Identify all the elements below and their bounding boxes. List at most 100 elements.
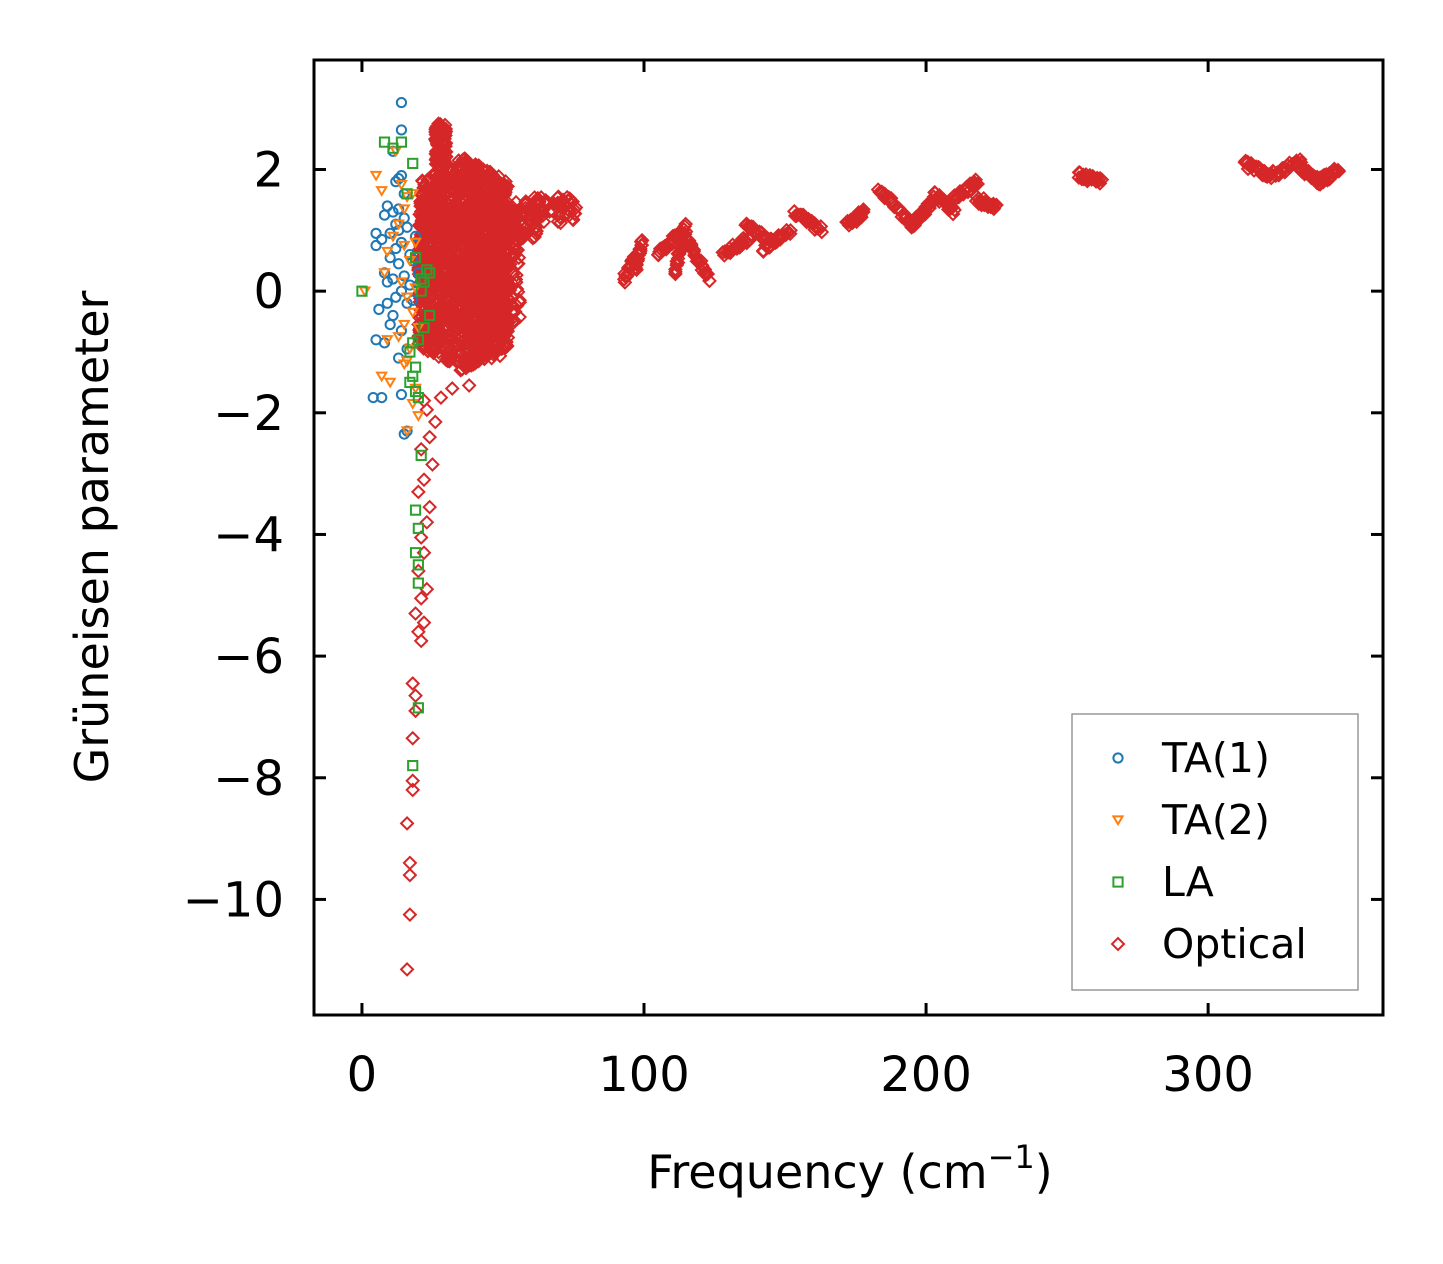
data-point [415, 449, 427, 461]
data-point [464, 160, 480, 176]
data-point [634, 232, 650, 248]
legend-box [1071, 713, 1359, 991]
data-point [433, 122, 449, 138]
data-point [397, 359, 411, 371]
data-point [560, 193, 576, 209]
data-point [782, 226, 798, 242]
data-point [513, 213, 529, 229]
data-point [468, 321, 484, 337]
data-point [780, 225, 795, 241]
data-point [409, 237, 422, 249]
data-point [697, 262, 713, 277]
data-point [419, 514, 435, 530]
data-point [383, 377, 397, 389]
data-point [402, 855, 418, 871]
data-point [512, 292, 528, 308]
data-point [466, 198, 481, 214]
data-point [491, 197, 507, 212]
data-point [568, 200, 584, 215]
data-point [370, 239, 382, 252]
data-point [400, 192, 414, 203]
data-point [408, 703, 423, 719]
data-point [700, 266, 716, 282]
data-point [405, 773, 421, 789]
data-point [369, 170, 383, 182]
data-point [381, 297, 393, 309]
data-point [424, 309, 436, 322]
data-point [460, 207, 476, 223]
data-point [448, 300, 463, 315]
data-point [634, 237, 650, 253]
data-point [416, 393, 432, 409]
data-point [380, 335, 394, 346]
data-point [469, 335, 485, 351]
legend-marker-3 [1112, 876, 1124, 888]
data-point [435, 332, 451, 347]
data-point [418, 322, 430, 334]
data-point [481, 323, 497, 339]
data-point [409, 547, 422, 559]
data-point [400, 292, 414, 304]
plot-frame [312, 58, 1385, 1017]
data-point [452, 314, 468, 330]
data-point [441, 348, 457, 364]
data-point [412, 577, 424, 589]
data-point [384, 319, 396, 331]
data-point [407, 157, 419, 170]
data-point [447, 175, 462, 191]
data-point [422, 429, 438, 445]
data-point [441, 339, 457, 355]
data-point [386, 231, 400, 243]
data-point [783, 223, 798, 238]
data-point [399, 815, 415, 831]
data-point [450, 335, 466, 351]
data-point [450, 208, 466, 223]
legend-label: TA(1) [1161, 734, 1270, 782]
data-point [393, 258, 405, 270]
x-tick-label: 200 [880, 1047, 972, 1103]
data-point [492, 348, 508, 364]
y-tick-label: −10 [183, 872, 284, 928]
data-point [409, 283, 422, 295]
data-point [432, 119, 447, 135]
data-point [451, 248, 466, 263]
x-tick-label: 100 [598, 1047, 690, 1103]
data-point [409, 504, 422, 516]
data-point [489, 295, 505, 311]
data-point [463, 293, 479, 309]
series-la [356, 136, 436, 772]
data-point [395, 136, 408, 148]
data-point [464, 355, 480, 371]
data-point [370, 227, 382, 239]
data-point [473, 228, 489, 244]
data-point [545, 204, 561, 219]
data-point [392, 219, 405, 231]
data-point [449, 162, 465, 178]
data-point [464, 275, 479, 290]
data-point [413, 204, 429, 219]
data-point [490, 253, 506, 269]
data-point [702, 273, 717, 289]
y-tick-label: −2 [213, 386, 284, 442]
data-point [477, 187, 493, 203]
data-point [553, 215, 569, 231]
data-point [378, 268, 391, 280]
data-point [404, 346, 416, 358]
plot-points [356, 96, 1347, 977]
data-point [412, 702, 424, 714]
data-point [434, 167, 449, 183]
data-point [502, 225, 518, 241]
data-point [395, 180, 408, 191]
data-point [490, 175, 506, 190]
data-point [405, 730, 421, 746]
data-point [424, 267, 436, 279]
data-point [405, 782, 421, 798]
data-point [444, 381, 460, 396]
legend-marker-1 [1112, 752, 1124, 764]
data-point [444, 243, 460, 259]
data-point [416, 472, 432, 488]
data-point [425, 186, 440, 202]
legend-label: LA [1162, 858, 1214, 906]
data-point [441, 281, 456, 296]
